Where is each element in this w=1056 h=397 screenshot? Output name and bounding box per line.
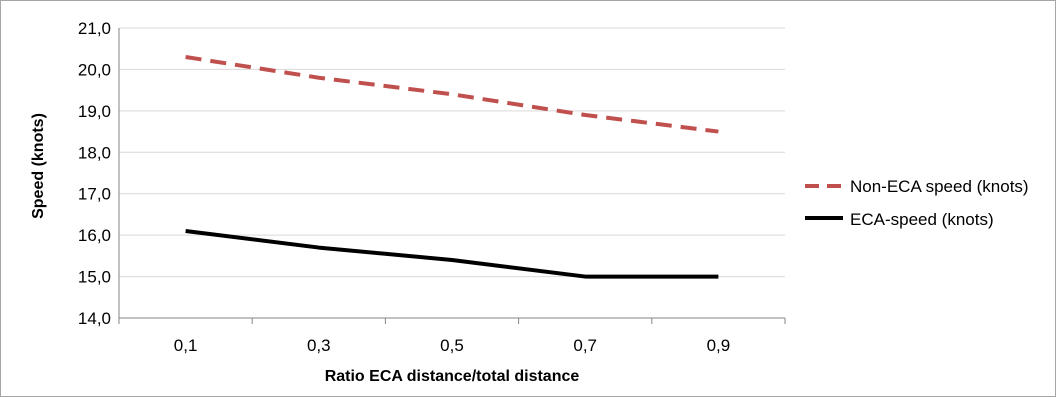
legend-label-non-eca: Non-ECA speed (knots) <box>850 177 1029 196</box>
x-tick-label: 0,5 <box>440 336 464 355</box>
series-line-non-eca <box>185 55 719 134</box>
legend: Non-ECA speed (knots) ECA-speed (knots) <box>805 177 1029 229</box>
y-tick-label: 20,0 <box>78 60 111 79</box>
axes <box>118 28 786 324</box>
grid-lines <box>119 27 785 278</box>
y-axis-title: Speed (knots) <box>30 113 47 219</box>
y-tick-label: 16,0 <box>78 226 111 245</box>
series-line-eca <box>185 229 719 279</box>
x-tick-label: 0,1 <box>174 336 198 355</box>
x-tick-label: 0,9 <box>707 336 731 355</box>
y-tick-label: 18,0 <box>78 143 111 162</box>
y-tick-label: 19,0 <box>78 102 111 121</box>
y-tick-label: 17,0 <box>78 185 111 204</box>
y-tick-labels: 14,0 15,0 16,0 17,0 18,0 19,0 20,0 21,0 <box>78 19 111 328</box>
y-tick-label: 14,0 <box>78 309 111 328</box>
x-tick-labels: 0,1 0,3 0,5 0,7 0,9 <box>174 336 730 355</box>
y-tick-label: 15,0 <box>78 268 111 287</box>
x-axis-title: Ratio ECA distance/total distance <box>325 368 580 385</box>
y-tick-label: 21,0 <box>78 19 111 38</box>
x-tick-label: 0,7 <box>573 336 597 355</box>
x-tick-label: 0,3 <box>307 336 331 355</box>
series-lines <box>185 55 719 279</box>
legend-label-eca: ECA-speed (knots) <box>850 210 994 229</box>
